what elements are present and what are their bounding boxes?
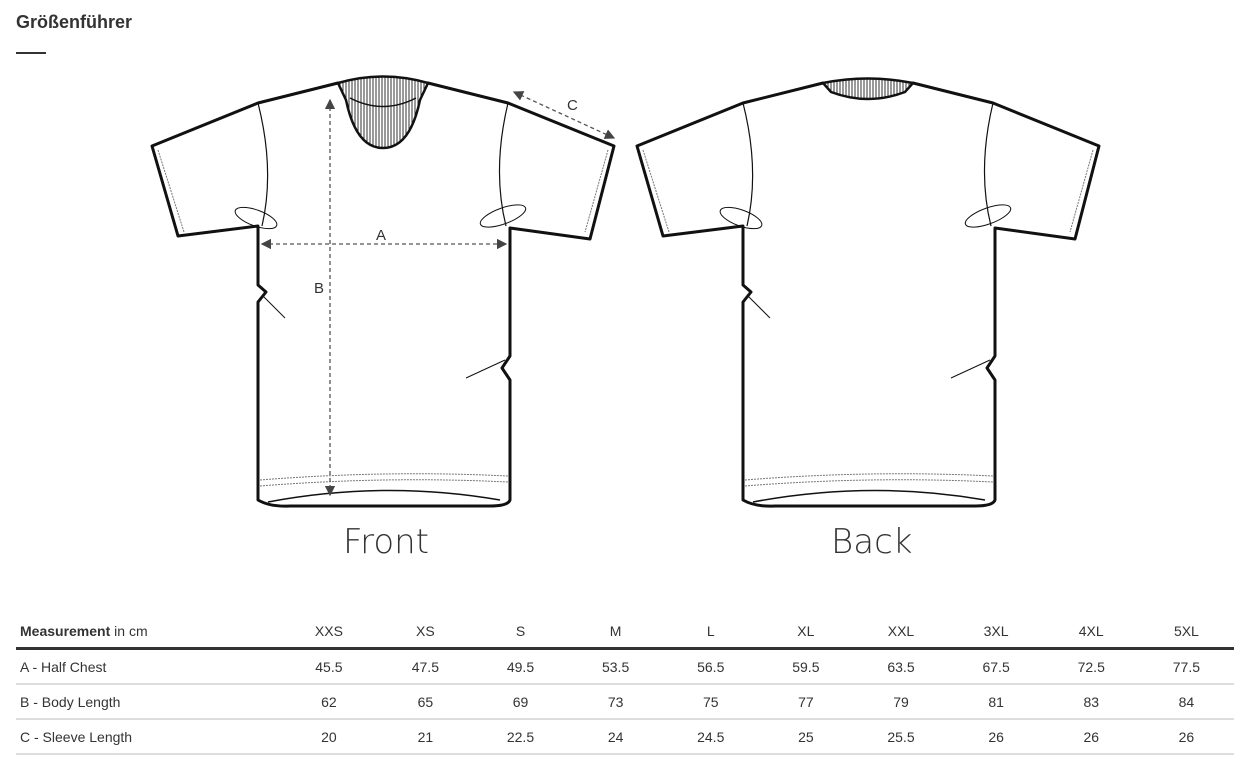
table-cell: 25 — [798, 728, 814, 745]
marker-c: C — [567, 97, 578, 114]
table-cell: 67.5 — [982, 658, 1010, 675]
table-cell: 63.5 — [887, 658, 915, 675]
table-cell: 77 — [798, 693, 814, 710]
table-row: C - Sleeve Length 20 21 22.5 24 24.5 25 25.5 26 2… — [16, 719, 1234, 754]
size-header: L — [706, 622, 715, 639]
size-header: XXL — [887, 622, 915, 639]
table-cell: 79 — [893, 693, 909, 710]
size-table: Measurement in cm XXS XS S M L XL XXL 3X… — [16, 614, 1234, 755]
row-label: C - Sleeve Length — [20, 728, 133, 745]
table-cell: 26 — [988, 728, 1004, 745]
table-cell: 81 — [988, 693, 1004, 710]
marker-b: B — [314, 280, 324, 297]
back-shirt — [635, 77, 1101, 508]
table-cell: 56.5 — [697, 658, 725, 675]
table-cell: 77.5 — [1172, 658, 1201, 675]
table-cell: 73 — [607, 693, 624, 710]
table-cell: 49.5 — [506, 658, 535, 675]
table-row: A - Half Chest 45.5 47.5 49.5 53.5 56.5 59.5 63… — [16, 649, 1234, 684]
row-label: A - Half Chest — [20, 658, 107, 675]
size-header: M — [609, 622, 622, 639]
table-cell: 45.5 — [315, 658, 343, 675]
table-cell: 47.5 — [411, 658, 439, 675]
front-shirt: A B C — [150, 75, 616, 508]
table-cell: 24 — [607, 728, 624, 745]
front-label: Front — [343, 522, 429, 562]
table-cell: 26 — [1083, 728, 1100, 745]
table-cell: 62 — [321, 693, 337, 710]
table-cell: 59.5 — [792, 658, 820, 675]
table-cell: 75 — [702, 693, 719, 710]
size-header: XS — [416, 622, 435, 639]
size-header: S — [515, 622, 526, 639]
row-label: B - Body Length — [20, 693, 121, 710]
table-header-row: Measurement in cm XXS XS S M L XL XXL 3X… — [16, 614, 1234, 649]
table-cell: 20 — [321, 728, 337, 745]
size-header: XL — [797, 622, 815, 639]
table-cell: 22.5 — [506, 728, 535, 745]
measurement-header: Measurement in cm — [20, 622, 148, 639]
size-header: XXS — [314, 622, 343, 639]
table-cell: 26 — [1178, 728, 1195, 745]
table-cell: 83 — [1083, 693, 1100, 710]
sleeve-length-arrow — [512, 91, 616, 139]
table-cell: 25.5 — [887, 728, 915, 745]
back-label: Back — [831, 522, 913, 562]
table-cell: 24.5 — [697, 728, 725, 745]
size-header: 4XL — [1078, 622, 1104, 639]
size-header: 5XL — [1173, 622, 1199, 639]
table-row: B - Body Length 62 65 69 73 75 77 79 81 83 84 — [16, 684, 1234, 719]
table-cell: 53.5 — [601, 658, 630, 675]
size-diagram: A B C — [150, 75, 1101, 508]
table-cell: 72.5 — [1077, 658, 1105, 675]
table-cell: 84 — [1178, 693, 1195, 710]
page-title: Größenführer — [16, 12, 133, 32]
title-underline — [16, 52, 46, 54]
table-cell: 69 — [512, 693, 529, 710]
table-cell: 65 — [417, 693, 434, 710]
marker-a: A — [376, 227, 386, 244]
table-cell: 21 — [417, 728, 434, 745]
size-header: 3XL — [983, 622, 1009, 639]
